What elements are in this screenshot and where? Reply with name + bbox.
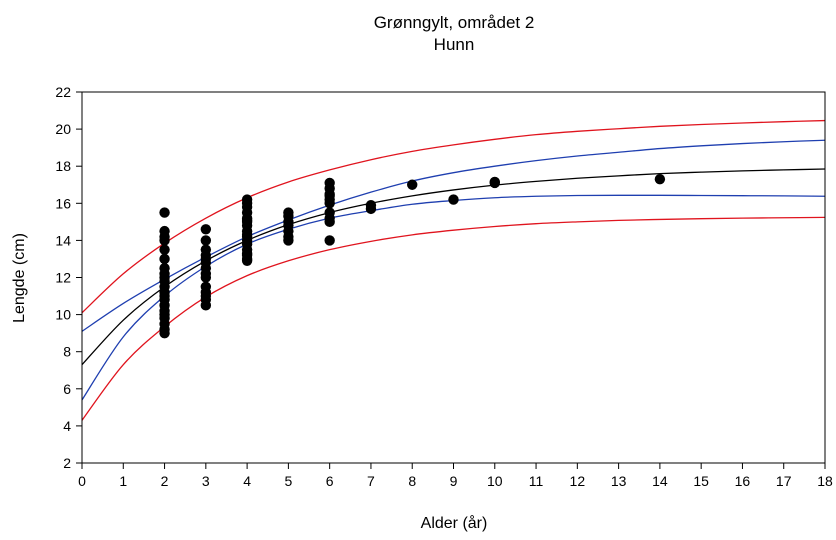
data-point xyxy=(159,231,170,242)
data-point xyxy=(489,176,500,188)
x-tick-label: 15 xyxy=(693,473,709,489)
x-tick-label: 8 xyxy=(408,473,416,489)
y-tick-label: 14 xyxy=(55,232,71,248)
x-tick-label: 13 xyxy=(611,473,627,489)
confidence-upper-curve xyxy=(81,139,826,332)
x-tick-label: 3 xyxy=(202,473,210,489)
y-tick-label: 20 xyxy=(55,121,71,137)
prediction-lower-curve xyxy=(81,216,826,421)
data-point xyxy=(324,190,335,202)
x-tick-label: 10 xyxy=(487,473,503,489)
data-point xyxy=(159,253,170,265)
y-axis-title: Lengde (cm) xyxy=(11,233,28,323)
y-tick-label: 4 xyxy=(63,418,71,434)
data-point xyxy=(407,179,418,190)
y-tick-label: 6 xyxy=(63,381,71,397)
y-tick-label: 22 xyxy=(55,84,71,100)
x-tick-label: 16 xyxy=(735,473,751,489)
x-axis: 0 1 2 3 4 5 6 7 8 9 10 11 12 13 14 15 16 17 18 xyxy=(78,463,833,489)
x-tick-label: 7 xyxy=(367,473,375,489)
x-tick-label: 4 xyxy=(243,473,251,489)
data-point xyxy=(200,300,212,311)
data-point xyxy=(324,198,335,209)
confidence-lower-curve xyxy=(81,194,826,401)
x-tick-label: 9 xyxy=(450,473,458,489)
data-point xyxy=(241,214,253,226)
x-tick-label: 18 xyxy=(817,473,833,489)
x-tick-label: 6 xyxy=(326,473,334,489)
data-point xyxy=(200,272,212,283)
x-tick-label: 17 xyxy=(776,473,792,489)
curves-layer xyxy=(81,119,826,421)
x-tick-label: 12 xyxy=(570,473,586,489)
data-point xyxy=(200,235,212,246)
points-layer xyxy=(159,173,666,339)
plot-frame xyxy=(81,91,826,464)
chart-title: Grønngylt, området 2 xyxy=(374,13,535,32)
chart-subtitle: Hunn xyxy=(434,35,475,54)
x-axis-title: Alder (år) xyxy=(421,514,488,532)
data-point xyxy=(324,235,335,246)
y-tick-label: 10 xyxy=(55,307,71,323)
data-point xyxy=(448,194,459,205)
x-tick-label: 5 xyxy=(284,473,292,489)
data-point xyxy=(241,229,253,241)
data-point xyxy=(283,235,294,246)
x-tick-label: 14 xyxy=(652,473,668,489)
x-tick-label: 1 xyxy=(119,473,127,489)
data-point xyxy=(365,203,377,215)
data-point xyxy=(241,255,253,267)
x-tick-label: 2 xyxy=(161,473,169,489)
data-point xyxy=(159,207,170,218)
data-point xyxy=(200,224,212,235)
data-point xyxy=(324,216,335,228)
x-tick-label: 11 xyxy=(529,473,544,489)
data-point xyxy=(159,244,170,255)
data-point xyxy=(654,173,666,185)
y-tick-label: 18 xyxy=(55,158,71,174)
x-tick-label: 0 xyxy=(78,473,86,489)
prediction-upper-curve xyxy=(81,119,826,314)
y-tick-label: 2 xyxy=(63,455,71,471)
y-tick-label: 8 xyxy=(63,344,71,360)
y-tick-label: 16 xyxy=(55,195,71,211)
y-tick-label: 12 xyxy=(55,270,71,286)
data-point xyxy=(159,327,170,339)
y-axis: 2 4 6 8 10 12 14 16 18 20 22 xyxy=(55,84,82,471)
